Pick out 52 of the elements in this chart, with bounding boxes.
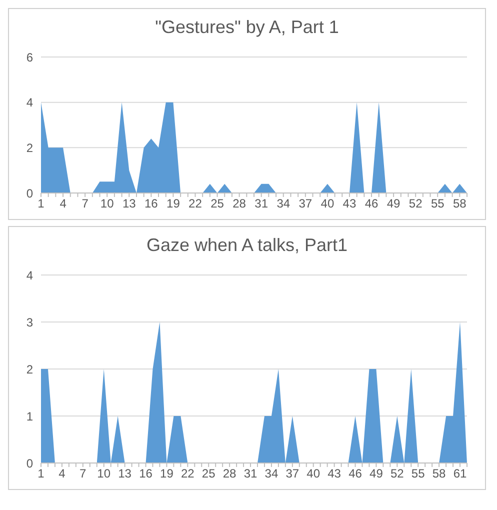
x-tick-label: 4 <box>60 196 67 211</box>
x-tick-label: 61 <box>453 466 468 481</box>
x-tick-label: 58 <box>432 466 446 481</box>
x-tick-label: 25 <box>202 466 216 481</box>
x-tick-label: 46 <box>364 196 379 211</box>
x-tick-label: 10 <box>100 196 114 211</box>
x-tick-label: 1 <box>38 466 45 481</box>
x-tick-label: 46 <box>348 466 362 481</box>
x-tick-label: 55 <box>430 196 445 211</box>
x-tick-label: 58 <box>452 196 467 211</box>
y-tick-label: 0 <box>26 456 34 470</box>
x-tick-label: 34 <box>276 196 290 211</box>
x-tick-label: 43 <box>328 466 342 481</box>
x-tick-label: 40 <box>306 466 320 481</box>
y-tick-label: 2 <box>26 140 34 155</box>
x-tick-label: 52 <box>408 196 423 211</box>
chart-title: "Gestures" by A, Part 1 <box>154 16 340 39</box>
x-tick-label: 7 <box>80 466 87 481</box>
x-tick-label: 19 <box>160 466 174 481</box>
y-tick-label: 1 <box>26 409 34 424</box>
y-tick-label: 0 <box>26 186 34 200</box>
x-tick-label: 13 <box>118 466 132 481</box>
x-tick-label: 40 <box>320 196 334 211</box>
y-tick-label: 4 <box>26 268 34 282</box>
x-tick-label: 19 <box>166 196 180 211</box>
x-tick-label: 55 <box>411 466 426 481</box>
x-tick-label: 25 <box>210 196 224 211</box>
x-tick-label: 28 <box>232 196 246 211</box>
x-tick-label: 13 <box>122 196 136 211</box>
x-tick-label: 49 <box>370 466 384 481</box>
x-tick-label: 31 <box>254 196 268 211</box>
x-tick-label: 10 <box>97 466 111 481</box>
x-tick-label: 34 <box>264 466 278 481</box>
x-tick-label: 31 <box>244 466 258 481</box>
chart-title: Gaze when A talks, Part1 <box>145 234 349 257</box>
x-tick-label: 52 <box>390 466 404 481</box>
x-tick-label: 28 <box>222 466 237 481</box>
x-tick-label: 22 <box>188 196 202 211</box>
x-tick-label: 37 <box>286 466 300 481</box>
x-tick-label: 37 <box>298 196 312 211</box>
y-tick-label: 3 <box>26 315 34 330</box>
x-tick-label: 43 <box>342 196 356 211</box>
x-tick-label: 16 <box>139 466 153 481</box>
x-tick-label: 1 <box>38 196 45 211</box>
x-tick-label: 4 <box>58 466 66 481</box>
x-tick-label: 16 <box>144 196 158 211</box>
x-tick-label: 22 <box>180 466 195 481</box>
x-tick-label: 7 <box>82 196 89 211</box>
y-tick-label: 2 <box>26 362 34 376</box>
y-tick-label: 6 <box>26 50 34 64</box>
y-tick-label: 4 <box>26 96 34 110</box>
x-tick-label: 49 <box>386 196 401 211</box>
